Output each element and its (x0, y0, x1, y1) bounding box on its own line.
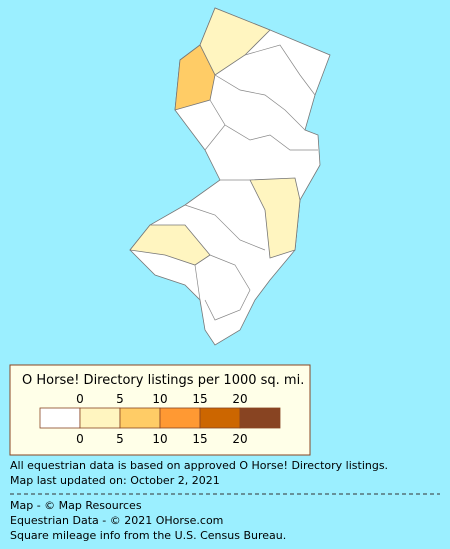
legend-swatch (199, 407, 241, 429)
county (174, 44, 216, 111)
notes: All equestrian data is based on approved… (10, 459, 388, 487)
legend-tick-top: 10 (152, 392, 167, 406)
county-border (204, 254, 251, 321)
credit: Square mileage info from the U.S. Census… (10, 529, 286, 542)
legend-swatch (239, 407, 281, 429)
legend-swatch (79, 407, 121, 429)
county-border (224, 124, 318, 151)
county (199, 7, 271, 76)
legend-tick-top: 15 (192, 392, 207, 406)
legend-swatch (39, 407, 81, 429)
legend-tick-bottom: 10 (152, 432, 167, 446)
legend-title: O Horse! Directory listings per 1000 sq.… (22, 373, 304, 388)
legend-tick-bottom: 5 (116, 432, 124, 446)
credit: Equestrian Data - © 2021 OHorse.com (10, 514, 223, 527)
legend-swatch (119, 407, 161, 429)
credit: Map - © Map Resources (10, 499, 142, 512)
legend-tick-bottom: 0 (76, 432, 84, 446)
note: All equestrian data is based on approved… (10, 459, 388, 472)
nj-map (129, 7, 331, 346)
legend-tick-top: 20 (232, 392, 247, 406)
county-border (194, 264, 201, 301)
county-border (244, 44, 316, 96)
county-border (214, 74, 306, 131)
credits: Map - © Map Resources Equestrian Data - ©… (10, 499, 286, 542)
legend-tick-top: 0 (76, 392, 84, 406)
legend-tick-bottom: 20 (232, 432, 247, 446)
county (249, 177, 301, 259)
legend-tick-top: 5 (116, 392, 124, 406)
note: Map last updated on: October 2, 2021 (10, 474, 220, 487)
legend-swatch (159, 407, 201, 429)
county-border (184, 204, 266, 251)
legend-tick-bottom: 15 (192, 432, 207, 446)
legend: 0 0 5 5 10 10 15 15 20 20 (39, 392, 281, 446)
